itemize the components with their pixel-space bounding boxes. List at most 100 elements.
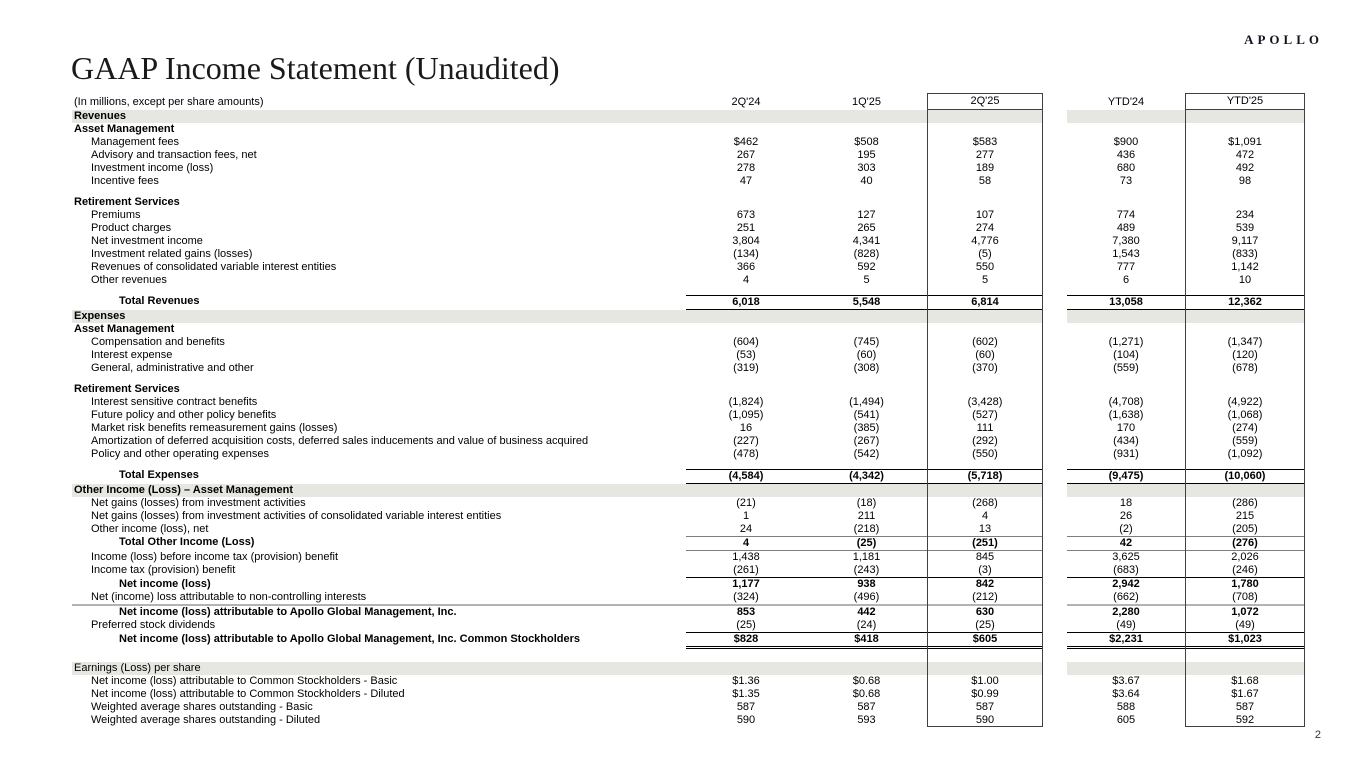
table-row: Other revenues 4 5 5 6 10 [72,274,1305,287]
column-gutter [1043,675,1067,688]
row-value: $1.36 [732,675,760,687]
row-label: Income (loss) before income tax (provisi… [91,551,338,563]
row-label: Retirement Services [74,196,180,208]
row-value: $1.00 [971,675,999,687]
row-value [686,484,806,497]
row-value: (527) [972,409,998,421]
row-value: 442 [857,606,876,618]
row-label: Other revenues [91,274,167,286]
page-title: GAAP Income Statement (Unaudited) [71,50,560,86]
row-value: 588 [1116,701,1136,713]
row-value [806,484,927,497]
column-gutter [1043,248,1067,261]
row-label: Other Income (Loss) – Asset Management [72,484,686,497]
row-value: 24 [739,523,753,535]
row-value: (683) [1067,564,1185,578]
row-value: $508 [854,136,879,148]
row-label: Interest expense [91,349,173,361]
row-value: (478) [733,448,759,460]
table-row: Total Expenses (4,584) (4,342) (5,718) (9,47… [72,469,1305,484]
column-gutter [1043,323,1067,336]
row-value: (1,824) [728,396,764,408]
row-label: Earnings (Loss) per share [72,662,686,675]
table-row: Net investment income 3,804 4,341 4,776 7,38… [72,235,1305,248]
table-row: Amortization of deferred acquisition cos… [72,435,1305,448]
row-value: 215 [1235,510,1255,522]
row-value: (662) [1067,591,1185,606]
row-value: (104) [1113,349,1139,361]
row-value: 5 [981,274,989,286]
row-value: 2,942 [1112,578,1140,590]
row-value: 630 [975,606,995,618]
table-row: Retirement Services [72,196,1305,209]
row-value: 587 [736,701,756,713]
page-number: 2 [1314,729,1321,741]
row-value: (4,922) [1227,396,1263,408]
row-value: $1.35 [732,688,760,700]
row-value [806,123,927,136]
row-value: (251) [927,536,1043,551]
row-value: (434) [1113,435,1139,447]
column-header-1q25: 1Q'25 [851,96,881,108]
row-value: 13,058 [1067,295,1185,310]
row-value: 550 [975,261,995,273]
row-value: 845 [975,551,995,563]
row-value: (541) [853,409,880,421]
row-value: 4 [686,536,806,551]
row-value: 6,814 [927,295,1043,310]
row-value: 587 [975,701,995,713]
column-gutter [1043,662,1067,675]
row-value: 590 [736,714,756,726]
row-value: $0.99 [971,688,999,700]
row-value: 26 [1119,510,1133,522]
row-value: (559) [1232,435,1258,447]
row-label: Investment related gains (losses) [91,248,253,260]
row-label: Retirement Services [74,383,180,395]
row-value: $1.67 [1231,688,1259,700]
column-gutter [1043,349,1067,362]
row-value: 3,804 [732,235,760,247]
column-gutter [1043,110,1067,123]
row-value: (1,271) [1108,336,1144,348]
table-row: Revenues [72,110,1305,123]
row-value: (931) [1113,448,1139,460]
row-value [1185,323,1305,336]
column-gutter [1043,688,1067,701]
row-value: 9,117 [1231,235,1259,247]
row-spacer [72,287,1305,295]
row-spacer [72,461,1305,469]
table-row: Net income (loss) attributable to Common… [72,688,1305,701]
row-label: Net income (loss) attributable to Common… [91,688,405,700]
row-value: 853 [736,606,756,618]
apollo-logo: APOLLO [1244,32,1323,47]
row-label: Weighted average shares outstanding - Di… [91,714,321,726]
column-gutter [1043,523,1067,536]
row-label: Income tax (provision) benefit [91,564,236,576]
column-header-2q24: 2Q'24 [731,96,761,108]
row-value: 472 [1235,149,1255,161]
table-row: Net gains (losses) from investment activ… [72,510,1305,523]
table-row: Asset Management [72,123,1305,136]
row-value [1185,662,1305,675]
row-label: Net income (loss) attributable to Apollo… [119,633,581,645]
column-gutter [1043,222,1067,235]
row-value: 539 [1235,222,1255,234]
row-label: Net gains (losses) from investment activ… [91,497,306,509]
row-value [686,123,806,136]
column-gutter [1043,422,1067,435]
row-label: Expenses [72,310,686,323]
column-header-ytd24: YTD'24 [1107,96,1145,108]
row-value: 58 [978,175,992,187]
row-value [806,662,927,675]
table-row: Asset Management [72,323,1305,336]
row-value [927,110,1043,123]
row-value: (3) [927,564,1043,578]
row-value: 2,280 [1112,606,1140,618]
column-gutter [1043,701,1067,714]
row-label: Preferred stock dividends [91,619,216,631]
row-value [1185,196,1305,209]
row-value: $900 [1113,136,1139,148]
row-label: Asset Management [74,123,175,135]
column-gutter [1043,619,1067,633]
row-value: 1,543 [1112,248,1140,260]
